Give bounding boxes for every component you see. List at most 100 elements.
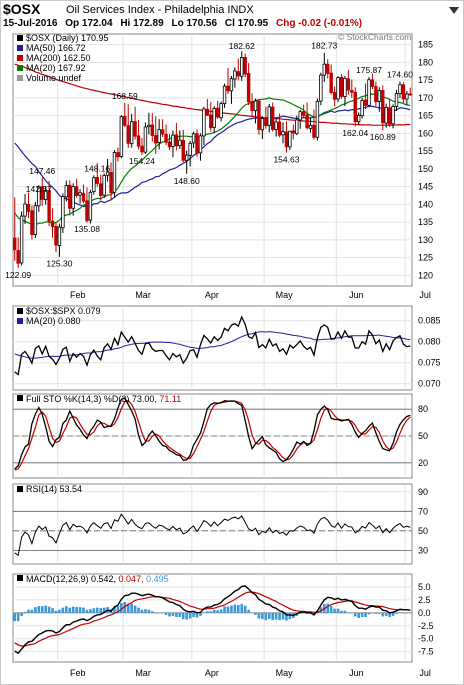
candle-body — [61, 196, 65, 229]
macd-histogram-bar — [192, 612, 195, 617]
macd-histogram-bar — [51, 608, 54, 613]
macd-histogram-bar — [340, 610, 343, 613]
candle-body — [157, 129, 161, 144]
candle-body — [363, 99, 368, 106]
ohlc-summary: 15-Jul-2016 Op 172.04 Hi 172.89 Lo 170.5… — [3, 18, 367, 29]
candle-body — [233, 70, 237, 80]
candle-body — [212, 108, 216, 128]
candle-body — [81, 192, 86, 202]
macd-month-label: Mar — [135, 668, 151, 678]
price-annotation: 174.60 — [387, 70, 413, 80]
candle-body — [174, 134, 179, 147]
candle-body — [370, 79, 375, 87]
candle-body — [229, 78, 234, 92]
price-annotation: 175.87 — [356, 65, 382, 75]
macd-histogram-bar — [188, 612, 192, 619]
macd-histogram-bar — [319, 607, 323, 613]
candle-body — [167, 141, 172, 148]
sto-legend-label: Full STO %K(14,3) %D(3) 73.00, 71.11 — [26, 394, 181, 404]
macd-histogram-bar — [54, 610, 58, 613]
sto-tick-label: 20 — [418, 458, 428, 468]
price-annotation: 142.37 — [26, 184, 52, 194]
macd-histogram-bar — [391, 612, 395, 616]
price-legend-swatch — [17, 45, 23, 51]
price-month-label: Mar — [135, 290, 151, 300]
candle-body — [346, 78, 351, 91]
candle-body — [26, 203, 31, 212]
macd-histogram-bar — [326, 603, 330, 613]
macd-histogram-bar — [343, 610, 347, 613]
candle-body — [301, 111, 306, 116]
candle-body — [47, 190, 51, 222]
candle-body — [188, 142, 192, 156]
price-annotation: 122.09 — [5, 270, 31, 280]
macd-month-label: Feb — [70, 668, 86, 678]
price-tick-label: 185 — [418, 40, 433, 50]
macd-tick-label: 2.5 — [418, 595, 431, 605]
macd-hist-value: 0.495 — [144, 574, 169, 584]
candle-body — [291, 130, 296, 134]
watermark: © StockCharts.com — [338, 32, 411, 42]
candle-body — [64, 185, 69, 198]
price-annotation: 162.04 — [342, 128, 368, 138]
price-month-label: Jun — [349, 290, 364, 300]
candle-body — [198, 135, 203, 154]
macd-histogram-bar — [285, 612, 288, 621]
macd-histogram-bar — [168, 612, 171, 617]
price-plot-area — [12, 33, 413, 287]
price-annotation: 168.59 — [112, 91, 138, 101]
macd-histogram-bar — [267, 612, 271, 620]
price-annotation: 160.89 — [370, 132, 396, 142]
macd-histogram-bar — [405, 612, 409, 614]
macd-histogram-bar — [13, 612, 17, 622]
macd-tick-label: -5.0 — [418, 634, 434, 644]
macd-histogram-bar — [371, 612, 374, 614]
close-label: Cl 170.95 — [224, 18, 269, 29]
candle-body — [360, 99, 364, 117]
macd-histogram-bar — [381, 612, 385, 617]
candle-body — [181, 140, 185, 161]
low-label: Lo 170.56 — [171, 18, 218, 29]
macd-histogram-bar — [58, 609, 61, 613]
macd-histogram-bar — [171, 612, 175, 616]
candle-body — [19, 215, 24, 264]
macd-histogram-bar — [157, 612, 161, 614]
macd-histogram-bar — [243, 605, 247, 613]
candle-body — [336, 77, 340, 100]
candle-body — [43, 190, 48, 200]
price-tick-label: 145 — [418, 182, 433, 192]
candle-body — [33, 205, 38, 235]
price-tick-label: 140 — [418, 199, 433, 209]
macd-histogram-bar — [378, 612, 381, 614]
price-legend-label: $OSX (Daily) 170.95 — [26, 33, 109, 43]
rsi-tick-label: 90 — [418, 487, 428, 497]
macd-legend-label: MACD(12,26,9) 0.542, 0.047, 0.495 — [26, 574, 169, 584]
sto-d-value: 71.11 — [157, 394, 181, 404]
candle-body — [374, 86, 378, 103]
price-annotation: 154.24 — [129, 156, 155, 166]
macd-histogram-bar — [271, 612, 274, 621]
price-tick-label: 150 — [418, 164, 433, 174]
candle-body — [394, 93, 399, 107]
macd-signal-line — [14, 591, 411, 647]
macd-tick-label: -7.5 — [418, 647, 434, 657]
macd-histogram-bar — [250, 612, 254, 614]
macd-histogram-bar — [236, 605, 240, 613]
candle-body — [343, 77, 347, 97]
macd-histogram-bar — [34, 607, 37, 613]
candle-body — [219, 103, 223, 119]
macd-histogram-bar — [274, 612, 278, 620]
candle-body — [178, 139, 182, 146]
price-tick-label: 125 — [418, 253, 433, 263]
macd-histogram-bar — [161, 612, 164, 614]
candle-body — [288, 130, 292, 148]
candle-body — [143, 126, 148, 153]
candle-body — [295, 119, 299, 135]
macd-histogram-bar — [257, 612, 261, 619]
price-annotation: 125.30 — [46, 259, 72, 269]
dropdown-triangle-icon[interactable] — [448, 6, 460, 16]
ma20-line — [14, 93, 411, 226]
rsi-legend-swatch — [17, 486, 23, 492]
candle-body — [260, 118, 265, 131]
